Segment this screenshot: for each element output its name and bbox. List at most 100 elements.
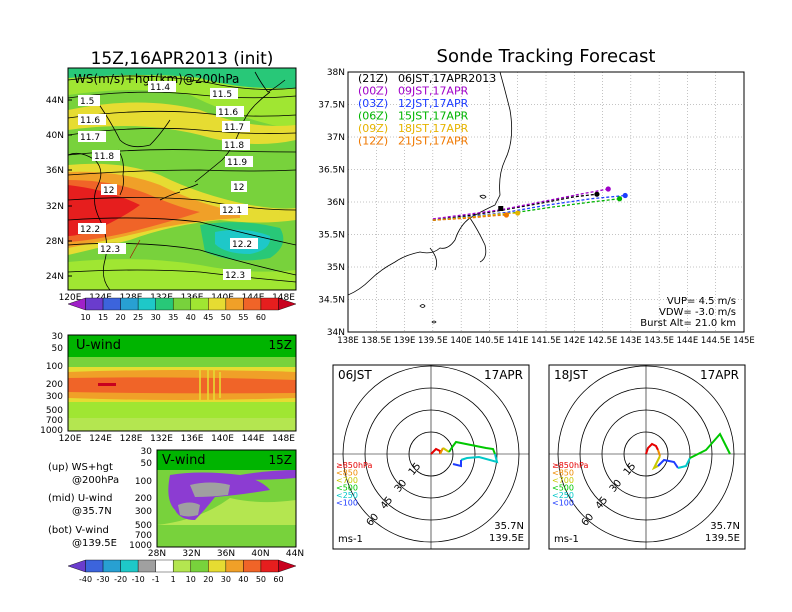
contour-label: 11.8 — [94, 152, 114, 162]
contour-label: 11.7 — [80, 133, 100, 143]
lon-tick: 120E — [59, 434, 82, 444]
lat-tick: 28N — [148, 549, 166, 559]
colorbar-swatch — [278, 297, 297, 311]
colorbar-label: 40 — [186, 313, 196, 322]
colorbar-swatch — [225, 297, 244, 311]
u-wind-time: 15Z — [269, 338, 293, 352]
init-title: 15Z,16APR2013 (init) — [91, 49, 274, 69]
level-legend: <250 — [336, 491, 358, 500]
lon-tick: 142E — [563, 336, 585, 346]
ws-map-label: WS(m/s)+hgt(km)@200hPa — [74, 72, 239, 86]
launch-label: 06JST,17APR2013 — [398, 72, 496, 85]
hodograph-units: ms-1 — [338, 534, 363, 545]
contour-label-bg — [230, 238, 258, 249]
pressure-tick: 30 — [141, 447, 153, 457]
colorbar-label: 55 — [238, 313, 248, 322]
legend-line: (mid) U-wind — [48, 493, 112, 504]
colorbar-swatch — [137, 297, 156, 311]
lon-tick: 140E — [450, 336, 472, 346]
hodograph-lon: 139.5E — [705, 533, 740, 544]
colorbar-label: 45 — [203, 313, 213, 322]
lat-tick: 40N — [46, 131, 64, 141]
track-endpoint — [515, 210, 521, 216]
hodograph-date: 17APR — [484, 368, 523, 382]
colorbar-swatch — [243, 297, 262, 311]
ws-contour-labels: 11.4 11.5 1.5 11.6 11.6 11.7 11.7 11.8 11.8 11.9 1… — [78, 81, 258, 281]
track-line — [432, 212, 518, 221]
lon-tick: 148E — [272, 293, 295, 303]
lon-tick: 141.5E — [531, 336, 561, 346]
contour-label: 12 — [103, 186, 114, 196]
level-legend: ≥850hPa — [336, 461, 373, 470]
colorbar-label: 50 — [256, 575, 266, 584]
lat-tick: 44N — [46, 96, 64, 106]
panel-legend: (up) WS+hgt @200hPa (mid) U-wind @35.7N (bot… — [48, 462, 119, 549]
colorbar-label: 40 — [238, 575, 248, 584]
lon-tick: 145E — [733, 336, 755, 346]
track-endpoint — [594, 191, 600, 197]
lat-tick: 38N — [327, 68, 345, 78]
pressure-tick: 500 — [46, 406, 63, 416]
colorbar-swatch — [208, 559, 227, 573]
param-line: VDW= -3.0 m/s — [659, 307, 736, 318]
pressure-tick: 100 — [135, 477, 152, 487]
colorbar-swatch — [67, 559, 86, 573]
level-legend: <700 — [552, 476, 574, 485]
pressure-tick: 1000 — [129, 541, 152, 551]
contour-label: 12.2 — [80, 225, 100, 235]
contour-label: 11.6 — [80, 116, 100, 126]
level-legend: ≥850hPa — [552, 461, 589, 470]
lon-tick: 144E — [242, 434, 265, 444]
colorbar-swatch — [155, 297, 174, 311]
launch-label: 15JST,17APR — [398, 110, 469, 123]
level-legend: <500 — [552, 484, 574, 493]
contour-label: 11.4 — [150, 83, 170, 93]
pressure-tick: 50 — [141, 459, 153, 469]
colorbar-swatch — [278, 559, 297, 573]
hodograph-trace — [439, 447, 444, 455]
contour-label-bg — [216, 106, 244, 117]
colorbar-label: 10 — [186, 575, 196, 584]
level-legend: <100 — [336, 499, 358, 508]
launch-label: 09JST,17APR — [398, 85, 469, 98]
contour-label-bg — [78, 114, 106, 125]
lon-tick: 139E — [394, 336, 416, 346]
colorbar-label: 20 — [203, 575, 213, 584]
track-series — [432, 186, 628, 221]
hodograph-trace — [448, 440, 496, 455]
launch-code: (03Z) — [358, 97, 388, 110]
lat-tick: 35N — [327, 263, 345, 273]
contour-label: 12.3 — [100, 245, 120, 255]
colorbar-swatch — [85, 559, 104, 573]
lon-tick: 128E — [120, 434, 143, 444]
hodograph-trace — [689, 432, 731, 459]
contour-label: 11.6 — [218, 108, 238, 118]
pressure-tick: 700 — [135, 531, 152, 541]
track-line — [432, 194, 626, 221]
lat-tick: 28N — [46, 237, 64, 247]
legend-line: @139.5E — [72, 538, 117, 549]
hodograph-trace — [657, 449, 661, 457]
lon-tick: 132E — [150, 434, 173, 444]
pressure-tick: 300 — [135, 507, 152, 517]
level-legend: <250 — [552, 491, 574, 500]
lon-tick: 142.5E — [588, 336, 618, 346]
level-legend: <850 — [552, 469, 574, 478]
lon-tick: 136E — [181, 434, 204, 444]
colorbar-label: -40 — [79, 575, 92, 584]
colorbar-label: 15 — [98, 313, 108, 322]
colorbar-label: 30 — [151, 313, 161, 322]
lon-tick: 143.5E — [644, 336, 674, 346]
track-endpoint — [616, 196, 623, 202]
lat-tick: 37N — [327, 133, 345, 143]
launch-site-marker — [498, 206, 504, 211]
contour-label-bg — [148, 81, 176, 92]
colorbar-label: 35 — [168, 313, 178, 322]
colorbar-swatch — [155, 559, 174, 573]
param-line: VUP= 4.5 m/s — [667, 296, 736, 307]
track-endpoint — [503, 212, 509, 218]
